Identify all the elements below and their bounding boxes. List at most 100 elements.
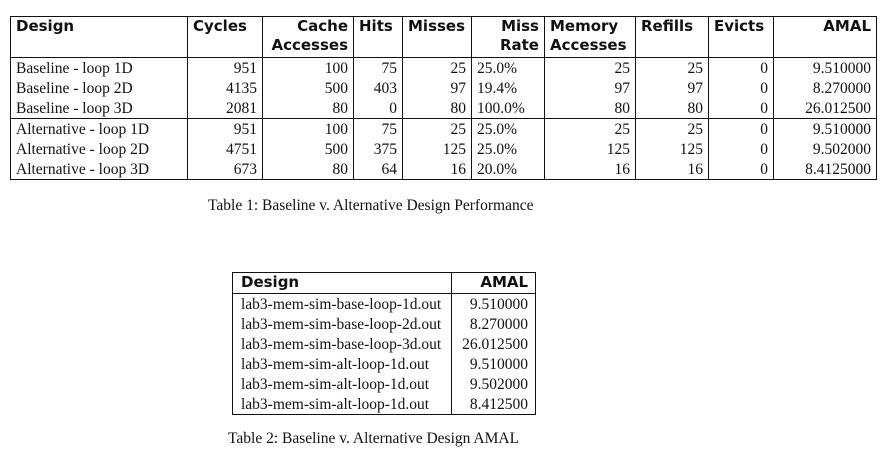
cell-amal: 9.510000 bbox=[773, 57, 877, 78]
table-row: Alternative - loop 3D 673 80 64 16 20.0%… bbox=[11, 159, 877, 180]
cell-cache-accesses: 500 bbox=[262, 78, 354, 98]
cell-design: Alternative - loop 2D bbox=[16, 140, 150, 158]
cell-cache-accesses: 80 bbox=[262, 98, 354, 119]
cell-amal: 9.510000 bbox=[451, 354, 536, 374]
cell-cache-accesses: 80 bbox=[262, 159, 354, 180]
cell-misses: 125 bbox=[402, 139, 472, 159]
amal-table: Design AMAL lab3-mem-sim-base-loop-1d.ou… bbox=[232, 272, 537, 415]
cell-design: Baseline - loop 1D bbox=[16, 59, 133, 77]
cell-hits: 403 bbox=[353, 78, 403, 98]
header-cache-accesses: Cache Accesses bbox=[262, 16, 354, 58]
cell-cycles: 2081 bbox=[187, 98, 263, 119]
cell-amal: 8.4125000 bbox=[773, 159, 877, 180]
cell-cycles: 4751 bbox=[187, 139, 263, 159]
table-row: lab3-mem-sim-alt-loop-1d.out 9.502000 bbox=[233, 374, 536, 394]
cell-misses: 25 bbox=[402, 118, 472, 139]
cell-refills: 125 bbox=[635, 139, 709, 159]
header-misses: Misses bbox=[402, 16, 472, 58]
cell-evicts: 0 bbox=[708, 98, 774, 119]
table-row: lab3-mem-sim-alt-loop-1d.out 8.412500 bbox=[233, 394, 536, 415]
header-refills: Refills bbox=[635, 16, 709, 58]
cell-evicts: 0 bbox=[708, 78, 774, 98]
cell-hits: 75 bbox=[353, 118, 403, 139]
cell-cycles: 951 bbox=[187, 57, 263, 78]
cell-miss-rate: 25.0% bbox=[471, 57, 545, 78]
cell-misses: 25 bbox=[402, 57, 472, 78]
baseline-rows: Baseline - loop 1D 951 100 75 25 25.0% 2… bbox=[10, 57, 877, 119]
cell-miss-rate: 19.4% bbox=[471, 78, 545, 98]
cell-miss-rate: 25.0% bbox=[471, 139, 545, 159]
cell-amal: 8.412500 bbox=[451, 394, 536, 415]
cell-refills: 25 bbox=[635, 57, 709, 78]
cell-miss-rate: 20.0% bbox=[471, 159, 545, 180]
cell-miss-rate: 100.0% bbox=[471, 98, 545, 119]
cell-amal: 9.502000 bbox=[451, 374, 536, 394]
table2-caption: Table 2: Baseline v. Alternative Design … bbox=[228, 430, 520, 447]
cell-hits: 64 bbox=[353, 159, 403, 180]
cell-hits: 375 bbox=[353, 139, 403, 159]
header-cycles: Cycles bbox=[187, 16, 263, 58]
table-row: Alternative - loop 2D 4751 500 375 125 2… bbox=[11, 139, 877, 159]
table-row: Alternative - loop 1D 951 100 75 25 25.0… bbox=[11, 118, 877, 139]
cell-design: Alternative - loop 1D bbox=[16, 120, 150, 138]
cell-design: lab3-mem-sim-base-loop-2d.out bbox=[241, 315, 442, 333]
cell-design: lab3-mem-sim-alt-loop-1d.out bbox=[241, 395, 430, 413]
table1-caption: Table 1: Baseline v. Alternative Design … bbox=[208, 197, 534, 214]
header-evicts: Evicts bbox=[708, 16, 774, 58]
cell-amal: 9.502000 bbox=[773, 139, 877, 159]
cell-design: lab3-mem-sim-alt-loop-1d.out bbox=[241, 375, 430, 393]
cell-amal: 26.012500 bbox=[451, 334, 536, 354]
cell-refills: 97 bbox=[635, 78, 709, 98]
cell-amal: 8.270000 bbox=[451, 314, 536, 334]
cell-amal: 8.270000 bbox=[773, 78, 877, 98]
cell-memory-accesses: 125 bbox=[544, 139, 636, 159]
cell-evicts: 0 bbox=[708, 159, 774, 180]
performance-table-header: Design Cycles Cache Accesses Hits Misses … bbox=[10, 16, 877, 58]
header-amal: AMAL bbox=[451, 272, 536, 294]
cell-evicts: 0 bbox=[708, 57, 774, 78]
header-hits: Hits bbox=[353, 16, 403, 58]
cell-refills: 16 bbox=[635, 159, 709, 180]
cell-design: lab3-mem-sim-alt-loop-1d.out bbox=[241, 355, 430, 373]
cell-hits: 0 bbox=[353, 98, 403, 119]
cell-memory-accesses: 80 bbox=[544, 98, 636, 119]
amal-table-header: Design AMAL bbox=[232, 272, 536, 294]
cell-misses: 80 bbox=[402, 98, 472, 119]
cell-misses: 16 bbox=[402, 159, 472, 180]
table-row: Baseline - loop 3D 2081 80 0 80 100.0% 8… bbox=[10, 98, 877, 119]
cell-memory-accesses: 25 bbox=[544, 118, 636, 139]
cell-design: Baseline - loop 3D bbox=[10, 98, 188, 119]
cell-evicts: 0 bbox=[708, 118, 774, 139]
cell-memory-accesses: 97 bbox=[544, 78, 636, 98]
amal-table-body: lab3-mem-sim-base-loop-1d.out 9.510000 l… bbox=[233, 293, 536, 415]
cell-refills: 25 bbox=[635, 118, 709, 139]
cell-cache-accesses: 100 bbox=[262, 118, 354, 139]
table-row: lab3-mem-sim-base-loop-1d.out 9.510000 bbox=[233, 293, 536, 314]
performance-table: Design Cycles Cache Accesses Hits Misses … bbox=[10, 16, 877, 180]
cell-cycles: 673 bbox=[187, 159, 263, 180]
table-row: Baseline - loop 1D 951 100 75 25 25.0% 2… bbox=[11, 57, 877, 78]
header-design: Design bbox=[10, 16, 188, 58]
table-row: Baseline - loop 2D 4135 500 403 97 19.4%… bbox=[11, 78, 877, 98]
cell-cache-accesses: 500 bbox=[262, 139, 354, 159]
cell-cycles: 4135 bbox=[187, 78, 263, 98]
cell-amal: 9.510000 bbox=[773, 118, 877, 139]
table-row: lab3-mem-sim-base-loop-2d.out 8.270000 bbox=[233, 314, 536, 334]
table-row: lab3-mem-sim-base-loop-3d.out 26.012500 bbox=[233, 334, 536, 354]
cell-design: Alternative - loop 3D bbox=[16, 160, 150, 178]
cell-memory-accesses: 25 bbox=[544, 57, 636, 78]
cell-memory-accesses: 16 bbox=[544, 159, 636, 180]
cell-misses: 97 bbox=[402, 78, 472, 98]
table-row: lab3-mem-sim-alt-loop-1d.out 9.510000 bbox=[233, 354, 536, 374]
cell-hits: 75 bbox=[353, 57, 403, 78]
header-amal: AMAL bbox=[773, 16, 877, 58]
cell-cache-accesses: 100 bbox=[262, 57, 354, 78]
cell-evicts: 0 bbox=[708, 139, 774, 159]
cell-miss-rate: 25.0% bbox=[471, 118, 545, 139]
cell-design: Baseline - loop 2D bbox=[16, 79, 133, 97]
cell-cycles: 951 bbox=[187, 118, 263, 139]
cell-design: lab3-mem-sim-base-loop-1d.out bbox=[241, 295, 442, 313]
cell-design: lab3-mem-sim-base-loop-3d.out bbox=[241, 335, 442, 353]
cell-amal: 9.510000 bbox=[451, 293, 536, 314]
cell-refills: 80 bbox=[635, 98, 709, 119]
